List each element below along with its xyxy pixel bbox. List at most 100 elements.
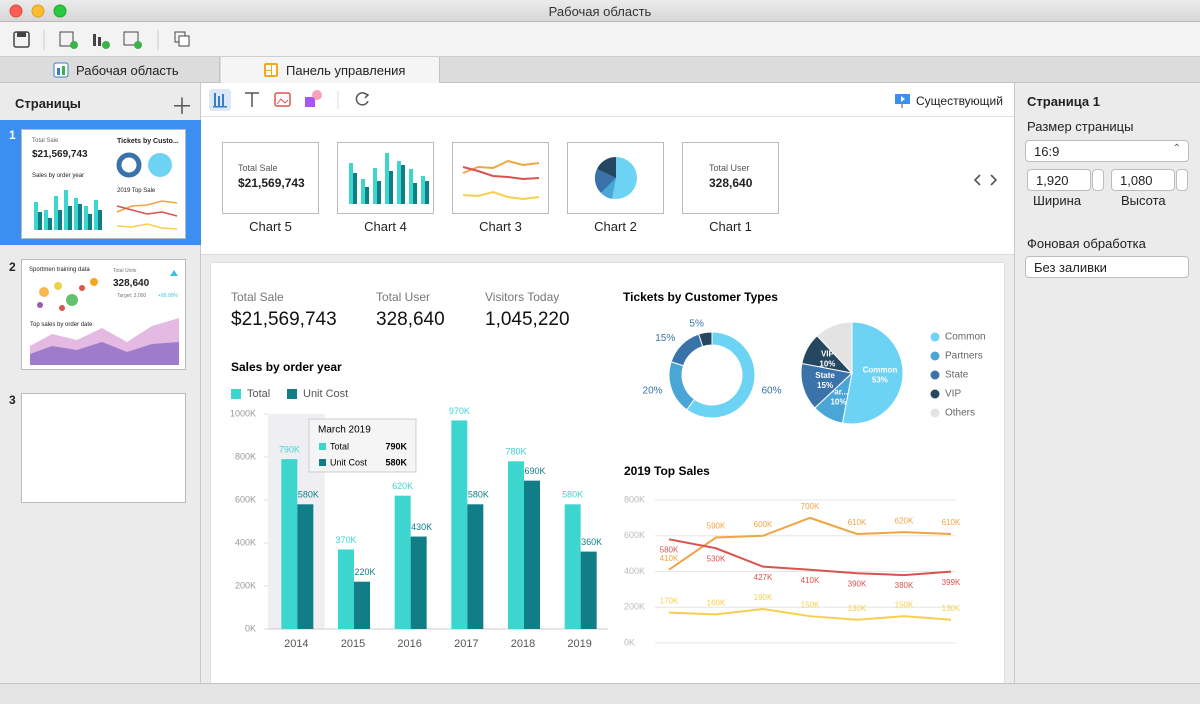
size-select[interactable]: 16:9 ⌃	[1025, 140, 1189, 162]
bar	[297, 504, 314, 629]
width-input[interactable]: 1,920	[1027, 169, 1091, 191]
value-label: 10%	[830, 398, 846, 407]
gallery-label: Chart 2	[594, 219, 637, 234]
panel-title: Страницы	[15, 96, 81, 111]
x-tick-label: 2019	[567, 638, 591, 650]
kpi-value: $21,569,743	[231, 309, 337, 330]
value-label: 430K	[411, 522, 432, 532]
value-label: 610K	[942, 518, 961, 527]
tab[interactable]: Рабочая область	[0, 57, 220, 83]
value-label: 410K	[660, 554, 679, 563]
bar	[467, 504, 484, 629]
value-label: 15%	[817, 381, 833, 390]
editor-toolbar: Существующий	[201, 83, 1014, 117]
value-label: 220K	[354, 567, 375, 577]
gallery-item[interactable]	[452, 142, 549, 214]
y-tick-label: 600K	[235, 494, 256, 504]
page-thumbnail[interactable]: Total Sale $21,569,743 Tickets by Custo.…	[21, 129, 186, 239]
toolbar-icons[interactable]	[0, 22, 200, 57]
kpi-value: 328,640	[376, 309, 445, 330]
value-label: 399K	[942, 578, 961, 587]
insert-icons[interactable]	[201, 83, 381, 117]
gallery-kpi-value: $21,569,743	[238, 176, 305, 190]
value-label: 160K	[707, 599, 726, 608]
select-value: Без заливки	[1034, 260, 1107, 275]
tab-active[interactable]: Панель управления	[221, 57, 440, 83]
present-icon[interactable]	[894, 93, 912, 109]
value-label: 590K	[707, 522, 726, 531]
value-label: 700K	[801, 502, 820, 511]
add-page-button[interactable]: ＋	[171, 94, 194, 119]
toolbar	[0, 22, 1200, 57]
gallery-item[interactable]	[337, 142, 434, 214]
legend-swatch	[930, 389, 940, 399]
value-label: 530K	[707, 554, 726, 563]
y-tick-label: 600K	[624, 530, 645, 540]
height-input[interactable]: 1,080	[1111, 169, 1175, 191]
thumb-text: Top sales by order date	[30, 322, 93, 328]
gallery-kpi-label: Total Sale	[238, 163, 278, 173]
line	[668, 608, 952, 621]
value-label: 20%	[643, 386, 663, 397]
value-label: 390K	[848, 579, 867, 588]
legend-swatch	[930, 370, 940, 380]
x-tick-label: 2017	[454, 638, 478, 650]
bar	[524, 480, 540, 629]
line	[668, 538, 952, 577]
thumb-text: Sales by order year	[32, 173, 85, 179]
field-label: Размер страницы	[1027, 119, 1134, 134]
legend-label: Partners	[945, 351, 983, 362]
slice-label: State	[815, 371, 835, 380]
gallery-arrows[interactable]	[970, 172, 1002, 188]
donut-segment	[686, 331, 756, 419]
stepper[interactable]	[1176, 169, 1188, 191]
y-tick-label: 400K	[235, 537, 256, 547]
slice-label: VIP	[821, 350, 835, 359]
value-label: 620K	[392, 481, 413, 491]
value-label: 150K	[801, 600, 820, 609]
tab-label: Панель управления	[286, 63, 406, 78]
value-label: 580K	[468, 490, 489, 500]
chart-title: Tickets by Customer Types	[623, 290, 778, 304]
value-label: 130K	[848, 604, 867, 613]
value-label: 360K	[581, 537, 602, 547]
title-bar: Рабочая область	[0, 0, 1200, 22]
x-tick-label: 2014	[284, 638, 308, 650]
background-select[interactable]: Без заливки	[1025, 256, 1189, 278]
tab-icon	[53, 62, 69, 78]
window-controls[interactable]	[0, 0, 80, 22]
bar	[451, 420, 468, 629]
y-tick-label: 0K	[624, 637, 635, 647]
gallery-item[interactable]: Total User 328,640	[682, 142, 779, 214]
window-title: Рабочая область	[548, 4, 652, 19]
stepper[interactable]	[1092, 169, 1104, 191]
thumb-text: Target: 3,000	[117, 293, 147, 299]
mode-label[interactable]: Существующий	[916, 94, 1003, 108]
value-label: 5%	[689, 318, 704, 329]
value-label: 170K	[660, 597, 679, 606]
gallery-thumb	[594, 156, 637, 199]
gallery-item[interactable]	[567, 142, 664, 214]
gallery-item[interactable]: Total Sale $21,569,743	[222, 142, 319, 214]
select-arrow: ⌃	[1172, 143, 1181, 154]
chart-gallery	[201, 117, 1014, 255]
page-thumbnail[interactable]	[21, 393, 186, 503]
donut-segment	[698, 331, 713, 348]
page-thumbnail[interactable]: Sportmen training data Total Units 328,6…	[21, 259, 186, 370]
legend-label: Others	[945, 408, 975, 419]
value-label: 790K	[279, 445, 300, 455]
legend-swatch	[930, 351, 940, 361]
bar	[564, 504, 581, 629]
value-label: 15%	[655, 333, 675, 344]
y-tick-label: 1000K	[230, 408, 256, 418]
gallery-kpi-label: Total User	[709, 163, 750, 173]
legend-swatch	[930, 332, 940, 342]
bar	[338, 549, 354, 629]
field-label: Высота	[1121, 193, 1166, 208]
gallery-label: Chart 1	[709, 219, 752, 234]
tooltip-swatch	[319, 443, 326, 450]
thumb-text: Tickets by Custo...	[117, 138, 179, 145]
slice-label: Par...	[829, 388, 848, 397]
